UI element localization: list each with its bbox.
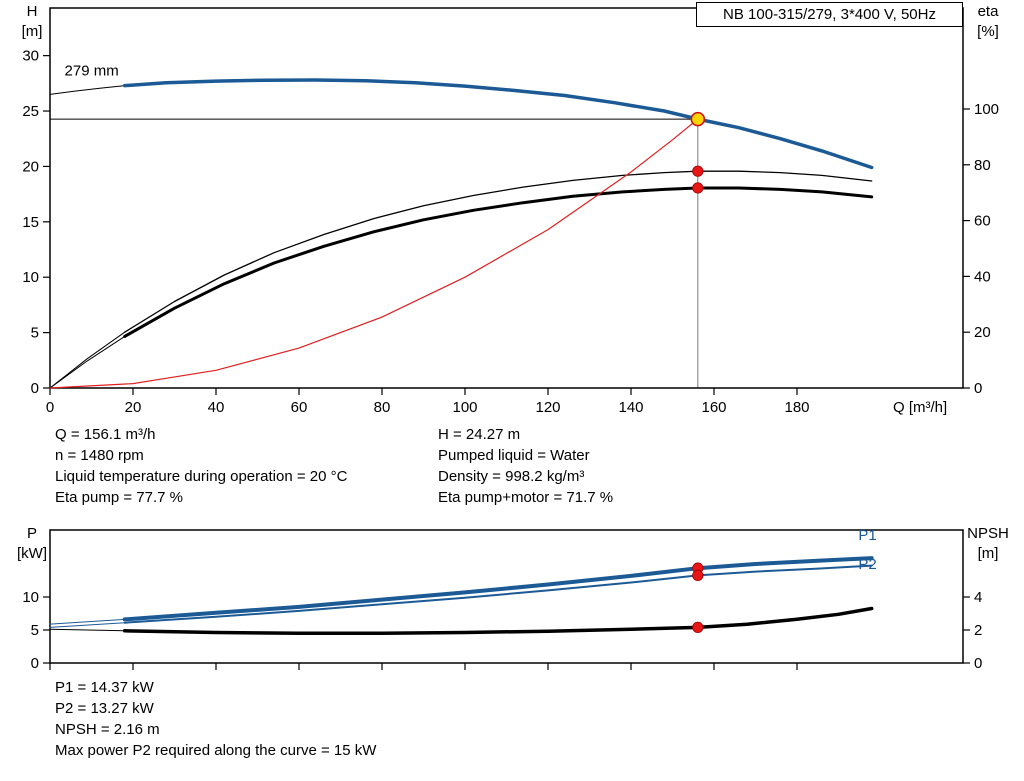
spec-line-eta-pump: Eta pump = 77.7 % [55, 489, 183, 506]
svg-text:15: 15 [22, 214, 39, 231]
svg-text:P2: P2 [858, 556, 876, 573]
spec-line-liquid-temperature: Liquid temperature during operation = 20… [55, 468, 348, 485]
svg-text:20: 20 [125, 399, 142, 416]
svg-text:P1: P1 [858, 527, 876, 544]
svg-text:[m]: [m] [22, 23, 43, 40]
svg-text:0: 0 [974, 655, 982, 672]
svg-text:40: 40 [208, 399, 225, 416]
svg-text:100: 100 [974, 101, 999, 118]
svg-text:279 mm: 279 mm [65, 63, 119, 80]
spec-line-flow: Q = 156.1 m³/h [55, 426, 156, 443]
svg-text:0: 0 [974, 380, 982, 397]
operating-data-left-column: Q = 156.1 m³/h n = 1480 rpm Liquid tempe… [55, 424, 347, 508]
spec-line-pumped-liquid: Pumped liquid = Water [438, 447, 590, 464]
svg-text:20: 20 [974, 324, 991, 341]
svg-text:100: 100 [452, 399, 477, 416]
spec-line-p2: P2 = 13.27 kW [55, 700, 154, 717]
svg-text:180: 180 [784, 399, 809, 416]
svg-text:0: 0 [31, 380, 39, 397]
svg-text:30: 30 [22, 48, 39, 65]
svg-text:60: 60 [974, 213, 991, 230]
svg-text:10: 10 [22, 589, 39, 606]
svg-text:0: 0 [46, 399, 54, 416]
svg-text:2: 2 [974, 622, 982, 639]
svg-text:60: 60 [291, 399, 308, 416]
spec-line-density: Density = 998.2 kg/m³ [438, 468, 585, 485]
svg-text:5: 5 [31, 325, 39, 342]
svg-text:20: 20 [22, 158, 39, 175]
svg-text:0: 0 [31, 655, 39, 672]
svg-text:NPSH: NPSH [967, 525, 1009, 542]
svg-text:160: 160 [701, 399, 726, 416]
operating-data-right-column: H = 24.27 m Pumped liquid = Water Densit… [438, 424, 613, 508]
svg-text:5: 5 [31, 622, 39, 639]
spec-line-head: H = 24.27 m [438, 426, 521, 443]
svg-text:25: 25 [22, 103, 39, 120]
svg-text:140: 140 [618, 399, 643, 416]
svg-text:4: 4 [974, 589, 982, 606]
spec-line-p1: P1 = 14.37 kW [55, 679, 154, 696]
svg-text:H: H [27, 3, 38, 20]
spec-line-npsh: NPSH = 2.16 m [55, 721, 160, 738]
pump-model-label: NB 100-315/279, 3*400 V, 50Hz [696, 2, 963, 27]
svg-text:[m]: [m] [978, 545, 999, 562]
svg-text:P: P [27, 525, 37, 542]
svg-text:eta: eta [978, 3, 1000, 20]
svg-text:[kW]: [kW] [17, 545, 47, 562]
spec-line-speed: n = 1480 rpm [55, 447, 144, 464]
svg-text:10: 10 [22, 269, 39, 286]
svg-text:120: 120 [535, 399, 560, 416]
spec-line-max-power: Max power P2 required along the curve = … [55, 742, 377, 759]
svg-text:[%]: [%] [977, 23, 999, 40]
svg-text:Q [m³/h]: Q [m³/h] [893, 399, 947, 416]
power-npsh-data-column: P1 = 14.37 kW P2 = 13.27 kW NPSH = 2.16 … [55, 677, 376, 761]
spec-line-eta-pump-motor: Eta pump+motor = 71.7 % [438, 489, 614, 506]
svg-text:80: 80 [974, 157, 991, 174]
svg-text:40: 40 [974, 268, 991, 285]
svg-text:80: 80 [374, 399, 391, 416]
